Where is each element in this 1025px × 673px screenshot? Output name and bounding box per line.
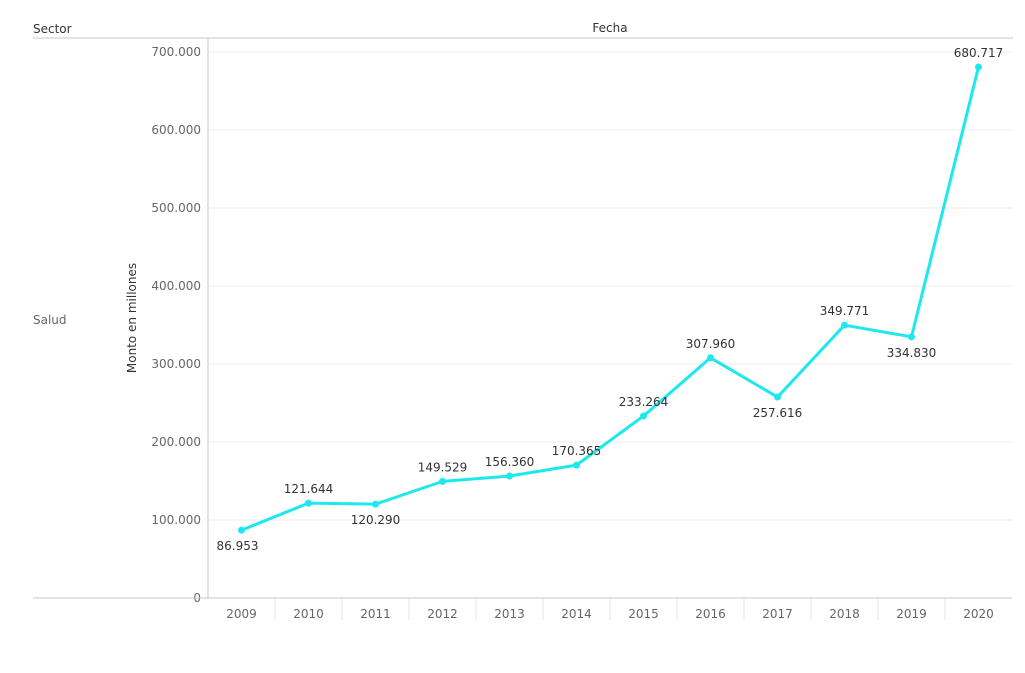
y-tick-label: 500.000 [151,201,201,215]
data-point[interactable] [640,412,647,420]
series-line[interactable] [240,65,980,532]
x-tick-label: 2009 [226,607,257,621]
y-tick-label: 600.000 [151,123,201,137]
data-point[interactable] [439,477,446,485]
y-tick-label: 400.000 [151,279,201,293]
data-label: 680.717 [954,46,1004,60]
x-tick-label: 2016 [695,607,726,621]
data-label: 156.360 [485,455,535,469]
data-label: 120.290 [351,513,401,527]
y-axis-ticks: 0100.000200.000300.000400.000500.000600.… [151,45,201,605]
data-label: 170.365 [552,444,602,458]
data-point[interactable] [238,526,245,534]
data-label: 149.529 [418,460,468,474]
y-axis-title: Monto en millones [125,263,139,373]
data-label: 349.771 [820,304,870,318]
data-point[interactable] [841,321,848,329]
data-point[interactable] [506,472,513,480]
data-point[interactable] [908,333,915,341]
x-tick-label: 2012 [427,607,458,621]
y-tick-label: 300.000 [151,357,201,371]
axes [33,38,1012,599]
data-point[interactable] [372,500,379,508]
data-point[interactable] [573,461,580,469]
x-tick-label: 2013 [494,607,525,621]
x-tick-label: 2019 [896,607,927,621]
x-tick-label: 2020 [963,607,994,621]
data-point[interactable] [774,393,781,401]
x-axis-ticks: 2009 2010 2011 2012 2013 2014 2015 2016 2017 2018… [226,598,994,621]
data-point[interactable] [305,499,312,507]
x-tick-label: 2017 [762,607,793,621]
series-group [238,63,982,534]
data-labels: 86.953 121.644 120.290 149.529 156.360 170.36… [217,46,1004,553]
x-tick-label: 2010 [293,607,324,621]
y-tick-label: 100.000 [151,513,201,527]
y-tick-label: 700.000 [151,45,201,59]
data-label: 233.264 [619,395,669,409]
data-label: 257.616 [753,406,803,420]
y-tick-label: 200.000 [151,435,201,449]
x-tick-label: 2014 [561,607,592,621]
data-label: 334.830 [887,346,937,360]
data-label: 86.953 [217,539,259,553]
gridlines [208,51,1012,521]
x-tick-label: 2011 [360,607,391,621]
data-label: 307.960 [686,337,736,351]
data-point[interactable] [707,354,714,362]
x-tick-label: 2018 [829,607,860,621]
x-tick-label: 2015 [628,607,659,621]
data-label: 121.644 [284,482,334,496]
row-shelf-header[interactable]: Sector [33,22,72,36]
column-shelf-header[interactable]: Fecha [592,21,627,35]
row-header-salud[interactable]: Salud [33,313,67,327]
data-point[interactable] [975,63,982,71]
